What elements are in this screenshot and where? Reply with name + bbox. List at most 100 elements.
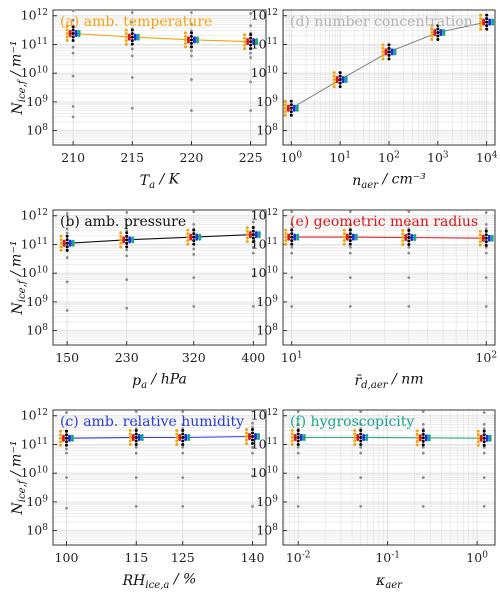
data-point-black <box>359 439 363 443</box>
data-point-orange <box>476 443 480 447</box>
gray-point <box>290 276 294 280</box>
data-point-black <box>484 243 488 247</box>
data-point-black <box>192 235 196 239</box>
data-point-black <box>192 242 196 246</box>
data-point-orange <box>353 442 357 446</box>
data-point-orange <box>58 440 62 444</box>
data-point-orange <box>381 43 385 47</box>
data-point-black <box>65 241 69 245</box>
data-point-orange <box>284 232 288 236</box>
data-point-orange <box>186 239 190 243</box>
data-point-orange <box>401 242 405 246</box>
y-tick-label: 1011 <box>21 236 48 251</box>
data-point-black <box>65 245 69 249</box>
gray-point <box>71 104 75 108</box>
gray-point <box>296 422 300 426</box>
data-point-blue <box>299 437 303 441</box>
gray-point <box>407 222 411 226</box>
data-point-red <box>178 437 182 441</box>
gray-point <box>130 54 134 58</box>
gray-point <box>190 22 193 26</box>
gray-point <box>192 276 196 280</box>
data-point-black <box>485 17 489 21</box>
y-tick-label: 1011 <box>21 436 48 451</box>
data-point-orange <box>243 47 247 51</box>
gray-point <box>290 245 294 249</box>
y-tick-label: 109 <box>256 94 278 109</box>
gray-point <box>192 304 196 308</box>
data-point-red <box>287 237 291 241</box>
y-tick-label: 109 <box>26 494 48 509</box>
data-point-teal <box>490 238 494 242</box>
panel-title: (f) hygroscopicity <box>290 414 414 430</box>
data-point-black <box>421 436 425 440</box>
data-point-red <box>248 235 252 239</box>
gray-point <box>359 422 363 426</box>
data-point-orange <box>342 239 346 243</box>
data-point-orange <box>479 27 483 31</box>
data-point-black <box>436 31 440 35</box>
data-point-black <box>189 38 193 42</box>
data-point-red <box>433 33 437 37</box>
data-point-teal <box>427 438 431 442</box>
data-point-orange <box>290 439 294 443</box>
y-axis-label: Nice,f / m⁻¹ <box>9 241 28 316</box>
y-tick-label: 108 <box>26 323 48 338</box>
panel-a: 108 109 1010 1011 1012 210 215 220 225 Ta / K Nice… <box>9 8 267 191</box>
data-point-orange <box>381 46 385 50</box>
data-point-orange <box>175 442 179 446</box>
gray-point <box>192 247 196 251</box>
gray-point <box>249 24 253 28</box>
gray-point <box>407 276 411 280</box>
x-tick-label: 102 <box>475 350 497 365</box>
data-point-teal <box>136 37 140 41</box>
x-tick-label: 125 <box>171 550 195 565</box>
data-point-orange <box>381 50 385 54</box>
data-point-orange <box>119 238 123 242</box>
data-point-orange <box>353 439 357 443</box>
series-line <box>73 32 251 43</box>
x-tick-label: 140 <box>241 550 265 565</box>
data-point-black <box>407 242 411 246</box>
data-point-orange <box>283 110 287 114</box>
y-tick-label: 1010 <box>21 465 49 480</box>
data-point-orange <box>401 232 405 236</box>
gray-point <box>130 47 134 51</box>
data-point-orange <box>430 38 434 42</box>
gray-point <box>359 410 363 413</box>
data-point-black <box>251 434 255 438</box>
data-point-orange <box>415 443 419 447</box>
data-point-orange <box>284 242 288 246</box>
data-point-blue <box>488 22 492 26</box>
data-point-orange <box>479 17 483 21</box>
data-point-orange <box>290 442 294 446</box>
data-point-black <box>181 442 185 446</box>
data-point-black <box>134 435 138 439</box>
data-point-orange <box>430 34 434 38</box>
gray-point <box>249 56 253 59</box>
data-point-orange <box>353 428 357 432</box>
data-point-orange <box>401 228 405 232</box>
gray-point <box>484 304 488 308</box>
data-point-blue <box>293 237 297 241</box>
data-point-black <box>387 43 391 47</box>
gray-point <box>190 11 193 14</box>
gray-point <box>484 251 488 255</box>
panel-e: 108 109 1010 1011 1012 101 102 r̄d,aer / nm (e) … <box>251 208 497 391</box>
data-point-teal <box>296 237 300 241</box>
x-tick-label: 220 <box>180 150 204 165</box>
series-line <box>66 435 253 439</box>
gray-point <box>348 304 352 308</box>
x-axis-label: r̄d,aer / nm <box>354 372 423 391</box>
data-point-black <box>65 238 69 242</box>
data-point-blue <box>192 40 196 44</box>
panel-title: (a) amb. temperature <box>60 14 212 30</box>
data-point-black <box>436 34 440 38</box>
gray-point <box>251 274 255 278</box>
data-point-teal <box>257 436 261 440</box>
data-point-teal <box>344 80 348 84</box>
data-point-black <box>338 85 342 89</box>
data-point-orange <box>476 433 480 437</box>
data-point-black <box>296 432 300 436</box>
gray-point <box>251 245 255 249</box>
